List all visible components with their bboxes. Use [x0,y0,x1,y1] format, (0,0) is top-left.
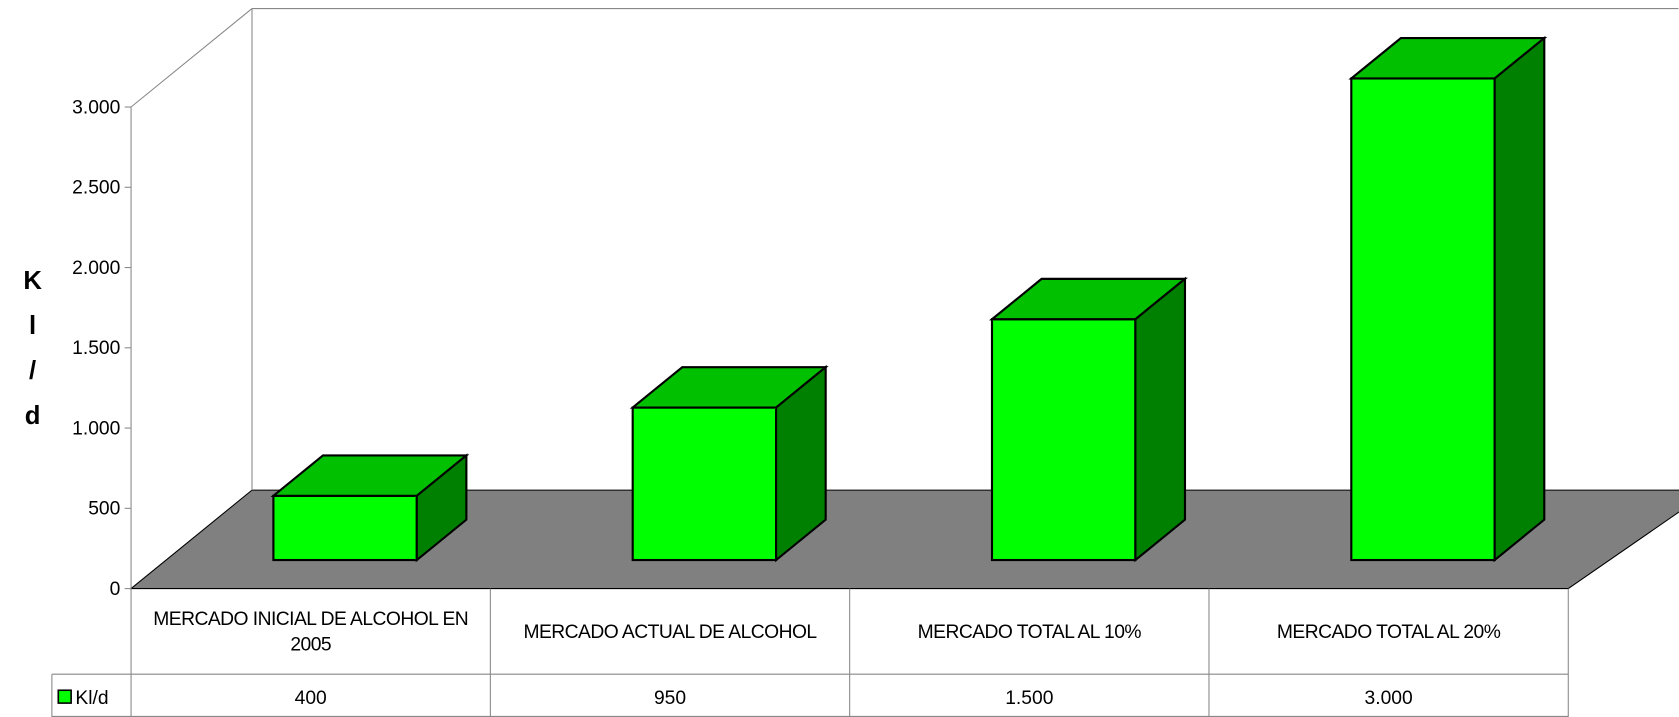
bar-side [415,453,468,563]
bar-front [272,494,418,562]
category-label: MERCADO TOTAL AL 20% [1276,620,1501,642]
bar-side [1134,276,1187,563]
table-value: 400 [295,688,327,709]
y-tick-label: 1.500 [72,338,120,359]
bar-front [631,406,778,562]
y-tick-label: 1.000 [72,418,120,439]
bar-side [775,364,827,563]
table-value: 1.500 [1005,688,1053,709]
table-header-cell: MERCADO TOTAL AL 20% [1276,620,1501,642]
table-header-cell: MERCADO ACTUAL DE ALCOHOL [523,620,817,642]
category-label: MERCADO ACTUAL DE ALCOHOL [523,620,817,642]
table-value: 950 [654,688,686,709]
bar-side [1493,35,1546,563]
table-value: 3.000 [1365,688,1413,709]
legend-key [57,689,72,704]
floor [129,489,1679,590]
category-label: MERCADO INICIAL DE ALCOHOL EN 2005 [153,607,469,655]
bar-front [1350,77,1496,562]
y-tick-label: 2.000 [72,258,120,279]
y-tick-label: 3.000 [72,97,120,118]
bar-front [990,318,1137,562]
legend-label: Kl/d [75,688,108,709]
y-tick-label: 500 [88,499,120,520]
y-tick-label: 2.500 [72,178,120,199]
table-header-cell: MERCADO INICIAL DE ALCOHOL EN 2005 [153,607,469,655]
category-label: MERCADO TOTAL AL 10% [917,620,1142,642]
side-wall-top [130,8,253,108]
y-tick-label: 0 [110,579,121,600]
table-header-cell: MERCADO TOTAL AL 10% [917,620,1142,642]
